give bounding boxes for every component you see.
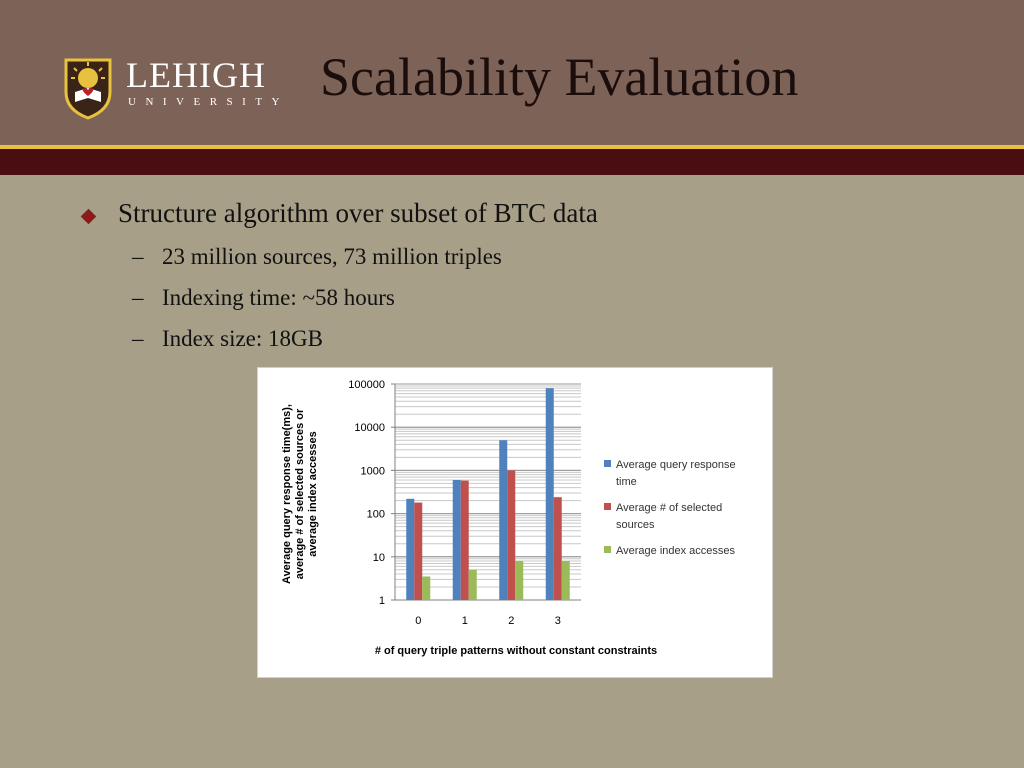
bar-average-query-response-time: [545, 388, 554, 600]
bar-chart: 1 10 100 1000 10000 100000 0 1 2 3 # of query trip…: [281, 379, 736, 657]
x-tick-label: 1: [462, 615, 468, 627]
x-tick-label: 0: [415, 615, 421, 627]
header-maroon-band: [0, 149, 1024, 175]
sub-bullet-text: Indexing time: ~58 hours: [162, 285, 395, 310]
y-axis-label: Average query response time(ms), average …: [281, 404, 319, 584]
logo-subtitle: UNIVERSITY: [128, 96, 289, 108]
y-tick-label: 10: [373, 552, 385, 564]
bar-average-of-selected-sources: [414, 502, 423, 600]
bar-average-query-response-time: [452, 479, 461, 600]
bar-average-query-response-time: [406, 498, 415, 600]
x-axis-label: # of query triple patterns without const…: [375, 645, 657, 657]
bar-average-index-accesses: [561, 560, 570, 600]
bar-average-of-selected-sources: [460, 480, 469, 600]
legend-label: Average index accesses: [616, 545, 736, 557]
legend-label: Average # of selected: [616, 502, 722, 514]
y-tick-label: 1: [379, 595, 385, 607]
legend-label: sources: [616, 519, 655, 531]
y-axis-label-line: average # of selected sources or: [294, 408, 306, 579]
y-tick-label: 100000: [348, 379, 385, 391]
x-tick-label: 2: [508, 615, 514, 627]
main-bullet: Structure algorithm over subset of BTC d…: [118, 198, 598, 228]
bar-average-of-selected-sources: [507, 470, 516, 600]
y-axis-label-line: average index accesses: [307, 431, 319, 556]
x-tick-label: 3: [555, 615, 561, 627]
legend-label: Average query response: [616, 459, 736, 471]
diamond-bullet-icon: [80, 208, 97, 225]
bar-average-index-accesses: [422, 576, 431, 600]
legend-swatch: [604, 546, 611, 553]
chart-container: 1 10 100 1000 10000 100000 0 1 2 3 # of query trip…: [257, 367, 773, 678]
sub-bullet: –23 million sources, 73 million triples: [132, 244, 502, 269]
sub-bullet: – Index size: 18GB: [132, 326, 323, 351]
legend-swatch: [604, 460, 611, 467]
sub-bullet-text: 23 million sources, 73 million triples: [162, 244, 502, 269]
logo-name: LEHIGH: [126, 55, 266, 95]
bar-average-query-response-time: [499, 440, 508, 600]
y-tick-label: 1000: [361, 465, 385, 477]
sub-bullet-text: Index size: 18GB: [162, 326, 323, 351]
legend-swatch: [604, 503, 611, 510]
bar-average-index-accesses: [468, 569, 477, 600]
y-axis-label-line: Average query response time(ms),: [281, 404, 293, 584]
y-tick-label: 100: [367, 509, 385, 521]
legend-label: time: [616, 476, 637, 488]
bar-average-index-accesses: [515, 560, 524, 600]
page-title: Scalability Evaluation: [320, 47, 799, 107]
header-gold-stripe: [0, 145, 1024, 149]
bar-average-of-selected-sources: [553, 497, 562, 600]
lehigh-logo: LEHIGH UNIVERSITY: [62, 55, 298, 124]
sub-bullet: – Indexing time: ~58 hours: [132, 285, 395, 310]
y-tick-label: 10000: [354, 422, 385, 434]
slide-header: [0, 0, 1024, 148]
shield-icon: [64, 58, 112, 120]
